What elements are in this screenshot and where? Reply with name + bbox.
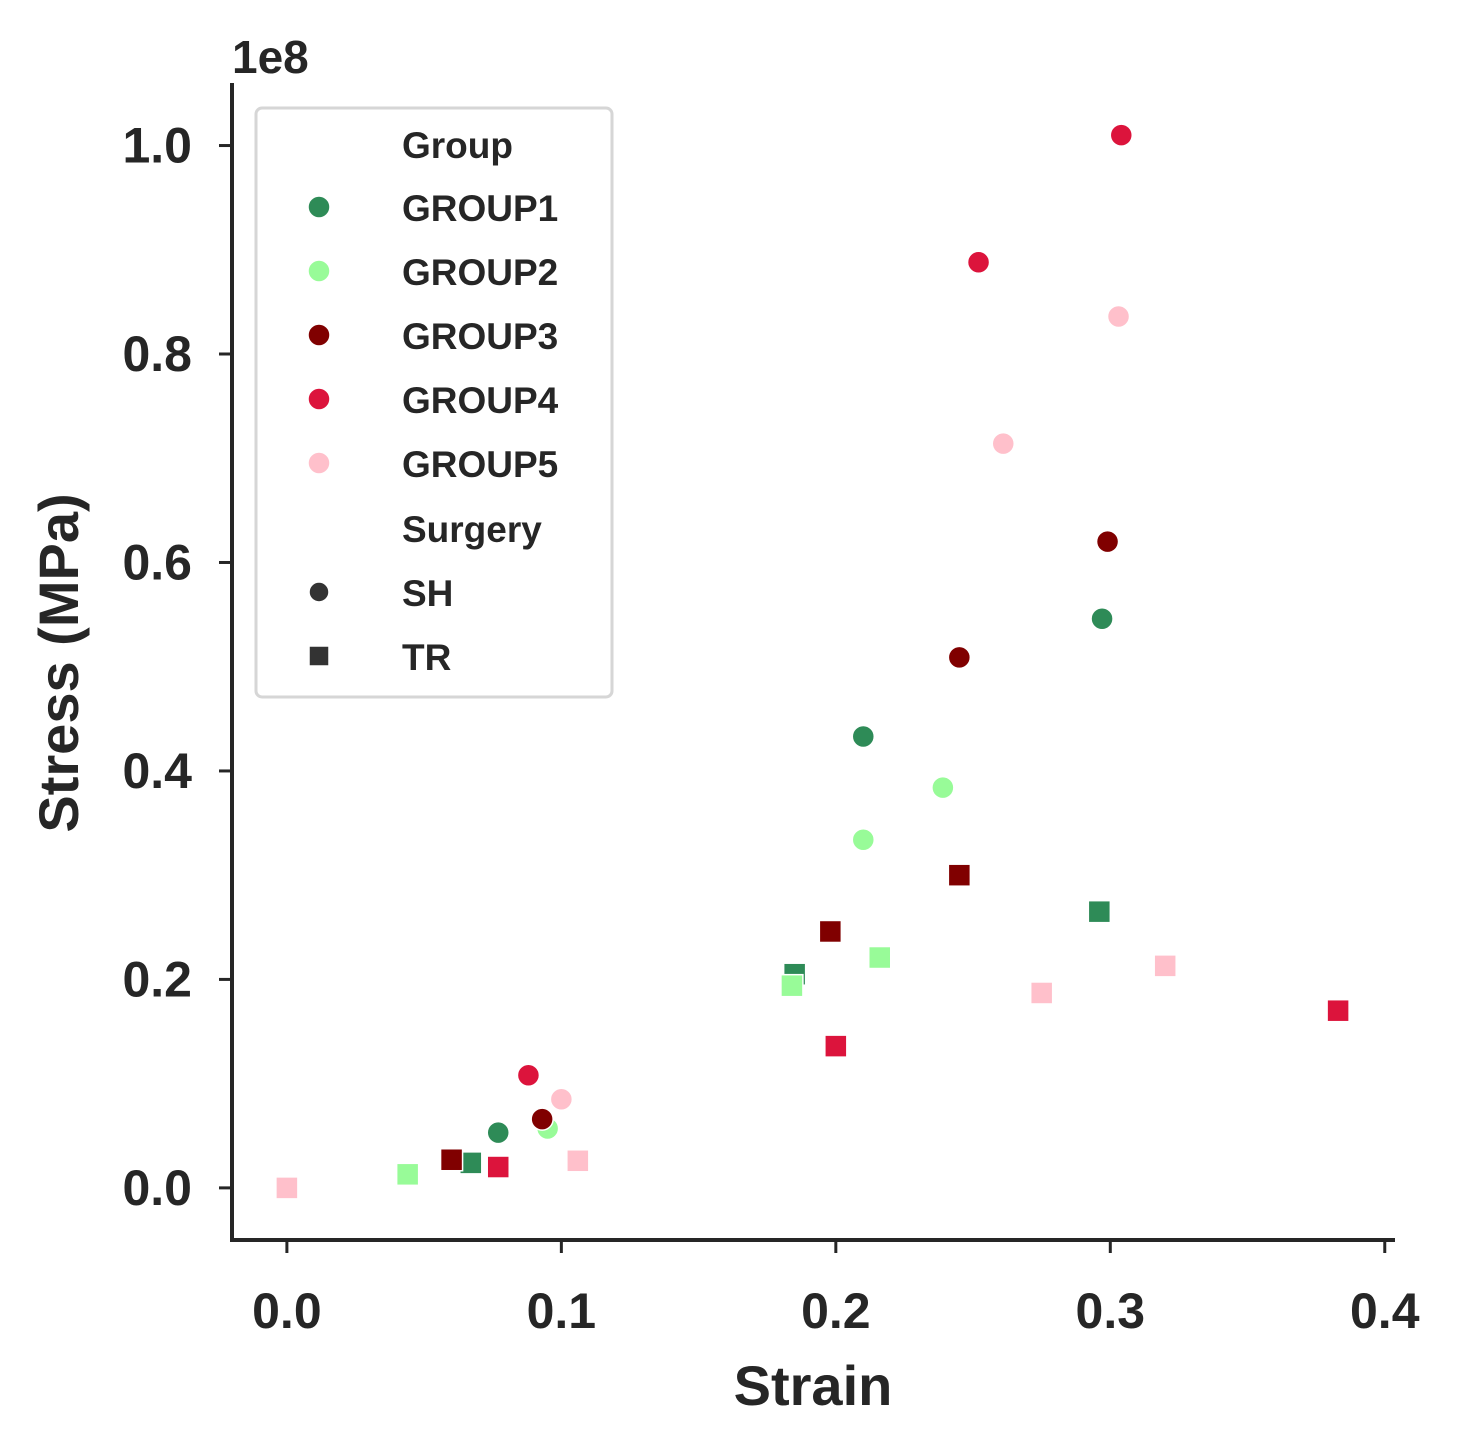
data-point-group5-tr xyxy=(1153,954,1177,978)
legend-hue-title: Group xyxy=(402,125,513,166)
legend-label-group1: GROUP1 xyxy=(402,188,558,229)
x-tick-label: 0.4 xyxy=(1350,1283,1420,1339)
data-point-group1-sh xyxy=(1090,607,1114,631)
y-offset-label: 1e8 xyxy=(232,31,309,83)
x-axis-ticks: 0.0 0.1 0.2 0.3 0.4 xyxy=(252,1240,1420,1339)
data-point-group1-tr xyxy=(1087,899,1112,924)
x-tick-label: 0.3 xyxy=(1076,1283,1146,1339)
legend-surgeries: SH TR xyxy=(308,573,453,678)
y-tick-label: 0.0 xyxy=(122,1160,192,1216)
data-point-group5-tr xyxy=(1029,981,1054,1005)
data-point-group5-sh xyxy=(991,431,1016,456)
data-point-group3-tr xyxy=(818,919,843,944)
data-point-group3-tr xyxy=(439,1147,464,1172)
legend: Group GROUP1 GROUP2 GROUP3 GROUP4 GROUP5 Sur… xyxy=(254,106,614,699)
x-tick-label: 0.2 xyxy=(801,1283,871,1339)
data-point-group2-tr xyxy=(780,973,804,998)
legend-marker-group5 xyxy=(307,451,331,475)
y-tick-label: 0.8 xyxy=(122,326,192,382)
legend-marker-group3 xyxy=(307,323,331,347)
data-point-group5-sh xyxy=(549,1087,574,1112)
data-point-group5-tr xyxy=(566,1149,590,1173)
legend-label-group2: GROUP2 xyxy=(402,252,558,293)
y-tick-label: 0.2 xyxy=(122,951,192,1007)
legend-label-group5: GROUP5 xyxy=(402,444,558,485)
y-tick-label: 0.4 xyxy=(122,743,192,799)
data-point-group1-sh xyxy=(486,1120,510,1145)
y-tick-label: 0.6 xyxy=(122,534,192,590)
x-axis-title: Strain xyxy=(734,1354,893,1417)
legend-marker-tr xyxy=(308,645,330,667)
legend-label-sh: SH xyxy=(402,573,453,614)
data-point-group2-tr xyxy=(395,1162,420,1187)
legend-label-tr: TR xyxy=(402,637,451,678)
data-point-group1-sh xyxy=(851,724,876,749)
data-point-group5-tr xyxy=(275,1176,299,1200)
data-point-group4-tr xyxy=(486,1155,510,1179)
legend-marker-group2 xyxy=(307,259,331,283)
data-point-group3-sh xyxy=(1095,529,1120,554)
legend-label-group4: GROUP4 xyxy=(402,380,559,421)
data-point-group5-sh xyxy=(1106,304,1131,329)
legend-label-group3: GROUP3 xyxy=(402,316,558,357)
y-tick-label: 1.0 xyxy=(122,118,192,174)
legend-style-title: Surgery xyxy=(402,509,542,550)
data-point-group4-sh xyxy=(966,250,991,275)
x-tick-label: 0.1 xyxy=(527,1283,597,1339)
y-axis-title: Stress (MPa) xyxy=(27,493,90,832)
data-point-group4-sh xyxy=(1109,123,1134,147)
data-point-group3-sh xyxy=(530,1107,554,1131)
data-point-group3-sh xyxy=(947,645,972,670)
y-axis-ticks: 0.0 0.2 0.4 0.6 0.8 1.0 xyxy=(122,118,232,1216)
x-tick-label: 0.0 xyxy=(252,1283,322,1339)
data-point-group4-sh xyxy=(516,1063,541,1088)
legend-marker-sh xyxy=(308,581,330,603)
data-point-group4-tr xyxy=(1326,998,1350,1023)
legend-box xyxy=(254,106,614,699)
data-point-group2-sh xyxy=(851,827,876,852)
legend-marker-group1 xyxy=(307,195,331,219)
legend-marker-group4 xyxy=(307,387,331,411)
legend-groups: GROUP1 GROUP2 GROUP3 GROUP4 GROUP5 xyxy=(307,188,559,485)
data-point-group2-sh xyxy=(931,775,955,800)
data-point-group4-tr xyxy=(824,1034,848,1058)
data-point-group2-tr xyxy=(867,945,892,970)
data-point-group3-tr xyxy=(947,863,972,887)
data-points xyxy=(275,123,1350,1200)
